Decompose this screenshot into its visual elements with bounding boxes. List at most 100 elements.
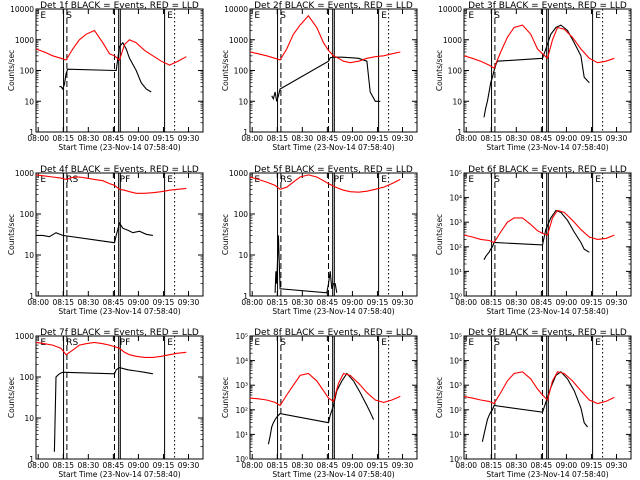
event-marker-label: RS [66,338,78,348]
y-axis-label: Counts/sec [221,377,230,418]
event-marker-label: E [595,11,601,21]
chart-panel: Det 4f BLACK = Events, RED = LLD 1 10 100 10… [7,165,204,316]
event-marker-label: E [40,175,46,185]
y-tick-label: 10000 [224,5,248,14]
x-tick-label: 08:45 [103,298,125,307]
x-tick-label: 09:00 [556,298,578,307]
x-axis-label: Start Time (23-Nov-14 07:58:40) [58,143,180,152]
y-axis-label: Counts/sec [435,50,444,91]
lld-series-line [36,29,187,66]
panel-title: Det 9f BLACK = Events, RED = LLD [468,328,627,338]
events-series-line [483,209,590,260]
x-tick-label: 08:00 [455,298,477,307]
events-series-line [53,367,153,452]
x-tick-label: 08:30 [78,134,100,143]
event-marker-label: S [280,11,286,21]
y-tick-label: 10⁵ [449,169,462,178]
lld-series-line [464,24,615,69]
x-tick-label: 09:15 [581,461,603,470]
y-tick-label: 10⁵ [449,332,462,341]
plot-frame [463,172,632,297]
events-series-line [274,235,338,294]
y-tick-label: 10⁰ [235,455,248,464]
events-series-line [481,371,589,442]
y-tick-label: 100 [448,67,463,76]
chart-panel: Det 1f BLACK = Events, RED = LLD 1 10 100 10… [7,1,204,152]
y-tick-label: 10² [235,406,248,415]
event-marker-label: E [40,11,46,21]
plot-frame [249,335,418,460]
x-tick-label: 09:00 [556,134,578,143]
events-series-line [483,24,590,118]
plot-frame [35,172,204,297]
event-marker-label: E [167,338,173,348]
x-axis-label: Start Time (23-Nov-14 07:58:40) [272,470,394,479]
y-tick-label: 10 [24,414,34,423]
y-tick-label: 10⁵ [235,332,248,341]
x-tick-label: 08:45 [317,461,339,470]
x-tick-label: 08:30 [506,134,528,143]
event-marker-label: PF [120,175,131,185]
x-tick-label: 08:30 [78,298,100,307]
y-axis-label: Counts/sec [7,214,16,255]
y-tick-label: 1 [29,455,34,464]
y-tick-label: 1 [457,128,462,137]
y-tick-label: 10 [238,251,248,260]
plot-frame [249,8,418,133]
y-tick-label: 10000 [10,5,34,14]
x-tick-label: 08:00 [27,134,49,143]
x-tick-label: 09:00 [342,298,364,307]
event-marker-label: E [381,338,387,348]
panel-title: Det 8f BLACK = Events, RED = LLD [254,328,413,338]
event-marker-label: RS [66,175,78,185]
x-tick-label: 09:15 [367,461,389,470]
x-axis-label: Start Time (23-Nov-14 07:58:40) [58,307,180,316]
chart-panel: Det 9f BLACK = Events, RED = LLD 10⁰ 10¹ 10… [435,328,632,479]
x-tick-label: 09:15 [153,134,175,143]
y-tick-label: 1000 [15,332,34,341]
y-tick-label: 10² [449,406,462,415]
y-axis-label: Counts/sec [7,377,16,418]
x-tick-label: 09:00 [342,134,364,143]
y-tick-label: 10⁴ [449,357,462,366]
x-tick-label: 08:15 [266,134,288,143]
y-tick-label: 10³ [449,218,462,227]
x-tick-label: 08:30 [292,134,314,143]
y-tick-label: 1000 [15,36,34,45]
panel-title: Det 7f BLACK = Events, RED = LLD [40,328,199,338]
x-tick-label: 09:00 [128,461,150,470]
panel-title: Det 6f BLACK = Events, RED = LLD [468,165,627,175]
y-axis-label: Counts/sec [435,214,444,255]
event-marker-label: E [595,338,601,348]
y-tick-label: 10⁴ [235,357,248,366]
event-marker-label: S [494,11,500,21]
x-tick-label: 09:15 [581,134,603,143]
x-tick-label: 09:30 [606,461,628,470]
x-tick-label: 08:00 [455,461,477,470]
lld-series-line [36,174,187,194]
panel-title: Det 3f BLACK = Events, RED = LLD [468,1,627,11]
x-axis-label: Start Time (23-Nov-14 07:58:40) [58,470,180,479]
lld-series-line [36,341,187,358]
x-tick-label: 08:15 [480,298,502,307]
y-axis-label: Counts/sec [7,50,16,91]
event-marker-label: E [468,338,474,348]
x-tick-label: 09:15 [367,134,389,143]
lld-series-line [250,14,401,64]
y-tick-label: 10 [238,97,248,106]
event-marker-label: E [381,175,387,185]
x-tick-label: 08:00 [241,461,263,470]
plot-frame [463,335,632,460]
x-tick-label: 09:30 [392,298,414,307]
event-marker-label: E [254,338,260,348]
plot-frame [463,8,632,133]
chart-panel: Det 6f BLACK = Events, RED = LLD 10⁰ 10¹ 10… [435,165,632,316]
x-tick-label: 09:30 [606,298,628,307]
x-tick-label: 08:15 [52,298,74,307]
event-marker-label: S [66,11,72,21]
y-tick-label: 10³ [449,381,462,390]
lld-series-line [250,174,401,193]
event-marker-label: E [595,175,601,185]
x-tick-label: 09:15 [153,461,175,470]
y-tick-label: 10¹ [449,430,462,439]
